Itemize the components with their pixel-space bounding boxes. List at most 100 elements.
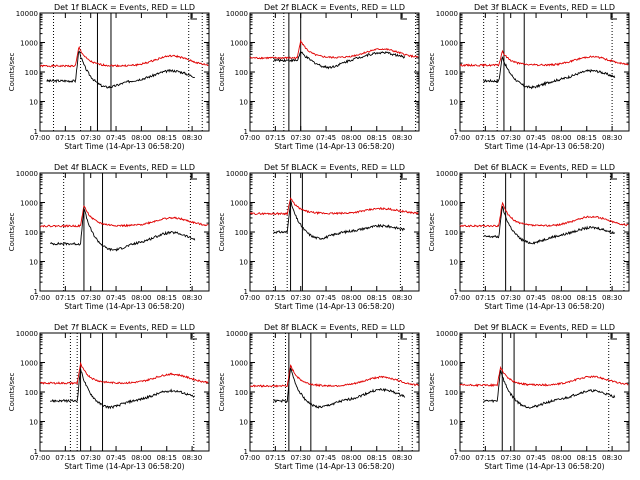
y-tick-label: 10: [449, 419, 458, 427]
x-axis-label: Start Time (14-Apr-13 06:58:20): [64, 142, 184, 151]
x-tick-label: 07:15: [475, 294, 495, 302]
x-tick-label: 08:15: [157, 134, 177, 142]
corner-marker: [610, 173, 617, 180]
plot-frame: [459, 172, 630, 292]
events-series-line: [483, 370, 616, 409]
y-tick-label: 10: [239, 419, 248, 427]
chart-title: Det 9f BLACK = Events, RED = LLD: [474, 323, 615, 332]
x-axis-label: Start Time (14-Apr-13 06:58:20): [64, 462, 184, 471]
x-tick-label: 08:30: [392, 454, 412, 462]
chart-panel-2: Det 2f BLACK = Events, RED = LLD 1 10 100 10…: [218, 3, 420, 151]
events-series-line: [273, 199, 406, 240]
y-tick-label: 1000: [20, 200, 38, 208]
chart-panel-9: Det 9f BLACK = Events, RED = LLD 1 10 100 10…: [428, 323, 630, 471]
y-tick-label: 1000: [230, 200, 248, 208]
y-tick-label: 100: [25, 69, 38, 77]
x-tick-label: 07:15: [475, 454, 495, 462]
y-axis-label: Counts/sec: [218, 373, 226, 412]
y-tick-label: 10000: [16, 330, 38, 338]
x-tick-label: 07:45: [526, 134, 546, 142]
x-tick-label: 08:15: [577, 134, 597, 142]
x-axis-label: Start Time (14-Apr-13 06:58:20): [484, 142, 604, 151]
chart-title: Det 2f BLACK = Events, RED = LLD: [264, 3, 405, 12]
lld-series-line: [459, 201, 629, 228]
corner-marker: [400, 13, 407, 20]
chart-panel-1: Det 1f BLACK = Events, RED = LLD 1 10 100 10…: [8, 3, 210, 151]
lld-series-line: [249, 197, 419, 216]
plot-frame: [459, 12, 630, 132]
y-tick-label: 10000: [226, 10, 248, 18]
x-tick-label: 07:15: [265, 294, 285, 302]
chart-panel-8: Det 8f BLACK = Events, RED = LLD 1 10 100 10…: [218, 323, 420, 471]
y-axis-label: Counts/sec: [428, 373, 436, 412]
y-tick-label: 1: [34, 448, 38, 456]
y-tick-label: 1: [244, 288, 248, 296]
y-tick-label: 10000: [226, 330, 248, 338]
y-tick-label: 100: [235, 69, 248, 77]
x-tick-label: 08:00: [131, 454, 151, 462]
x-axis-label: Start Time (14-Apr-13 06:58:20): [274, 462, 394, 471]
lld-series-line: [249, 364, 419, 388]
x-tick-label: 08:00: [341, 134, 361, 142]
y-axis-label: Counts/sec: [428, 53, 436, 92]
y-tick-label: 10000: [436, 170, 458, 178]
corner-marker: [190, 333, 197, 340]
chart-panel-6: Det 6f BLACK = Events, RED = LLD 1 10 100 10…: [428, 163, 630, 311]
x-tick-label: 07:45: [316, 454, 336, 462]
y-tick-label: 1000: [440, 200, 458, 208]
y-tick-label: 10000: [16, 10, 38, 18]
events-series-line: [46, 50, 195, 89]
x-tick-label: 07:15: [55, 134, 75, 142]
x-tick-label: 07:00: [450, 134, 470, 142]
y-tick-label: 10: [29, 419, 38, 427]
x-tick-label: 07:15: [475, 134, 495, 142]
x-tick-label: 07:30: [81, 294, 101, 302]
x-tick-label: 08:00: [341, 454, 361, 462]
x-tick-label: 08:30: [392, 294, 412, 302]
plot-frame: [39, 332, 210, 452]
x-axis-label: Start Time (14-Apr-13 06:58:20): [484, 302, 604, 311]
x-tick-label: 07:30: [291, 454, 311, 462]
y-tick-label: 10: [449, 99, 458, 107]
chart-title: Det 5f BLACK = Events, RED = LLD: [264, 163, 405, 172]
y-tick-label: 1: [244, 448, 248, 456]
x-tick-label: 07:45: [106, 134, 126, 142]
chart-title: Det 4f BLACK = Events, RED = LLD: [54, 163, 195, 172]
x-tick-label: 08:00: [131, 134, 151, 142]
x-tick-label: 08:00: [551, 294, 571, 302]
y-tick-label: 100: [235, 389, 248, 397]
y-axis-label: Counts/sec: [8, 53, 16, 92]
events-series-line: [273, 367, 406, 409]
y-tick-label: 10: [29, 259, 38, 267]
plot-frame: [249, 12, 420, 132]
lld-series-line: [39, 361, 209, 385]
y-tick-label: 100: [445, 229, 458, 237]
y-tick-label: 1000: [20, 40, 38, 48]
x-axis-label: Start Time (14-Apr-13 06:58:20): [274, 302, 394, 311]
y-tick-label: 10: [239, 259, 248, 267]
x-tick-label: 07:15: [55, 294, 75, 302]
chart-panel-5: Det 5f BLACK = Events, RED = LLD 1 10 100 10…: [218, 163, 420, 311]
y-tick-label: 1: [34, 128, 38, 136]
y-tick-label: 100: [445, 69, 458, 77]
chart-panel-3: Det 3f BLACK = Events, RED = LLD 1 10 100 10…: [428, 3, 630, 151]
x-tick-label: 07:00: [30, 454, 50, 462]
x-tick-label: 08:15: [157, 294, 177, 302]
y-tick-label: 1000: [20, 360, 38, 368]
corner-marker: [610, 333, 617, 340]
y-tick-label: 1: [454, 288, 458, 296]
x-tick-label: 07:30: [81, 134, 101, 142]
y-axis-label: Counts/sec: [8, 373, 16, 412]
x-tick-label: 07:00: [30, 294, 50, 302]
y-tick-label: 10: [29, 99, 38, 107]
chart-panel-4: Det 4f BLACK = Events, RED = LLD 1 10 100 10…: [8, 163, 210, 311]
plot-frame: [39, 172, 210, 292]
x-tick-label: 07:45: [316, 294, 336, 302]
x-tick-label: 08:30: [182, 454, 202, 462]
x-tick-label: 08:15: [367, 134, 387, 142]
x-tick-label: 07:45: [526, 294, 546, 302]
x-tick-label: 07:30: [81, 454, 101, 462]
x-tick-label: 07:00: [30, 134, 50, 142]
y-axis-label: Counts/sec: [218, 213, 226, 252]
x-tick-label: 07:45: [316, 134, 336, 142]
